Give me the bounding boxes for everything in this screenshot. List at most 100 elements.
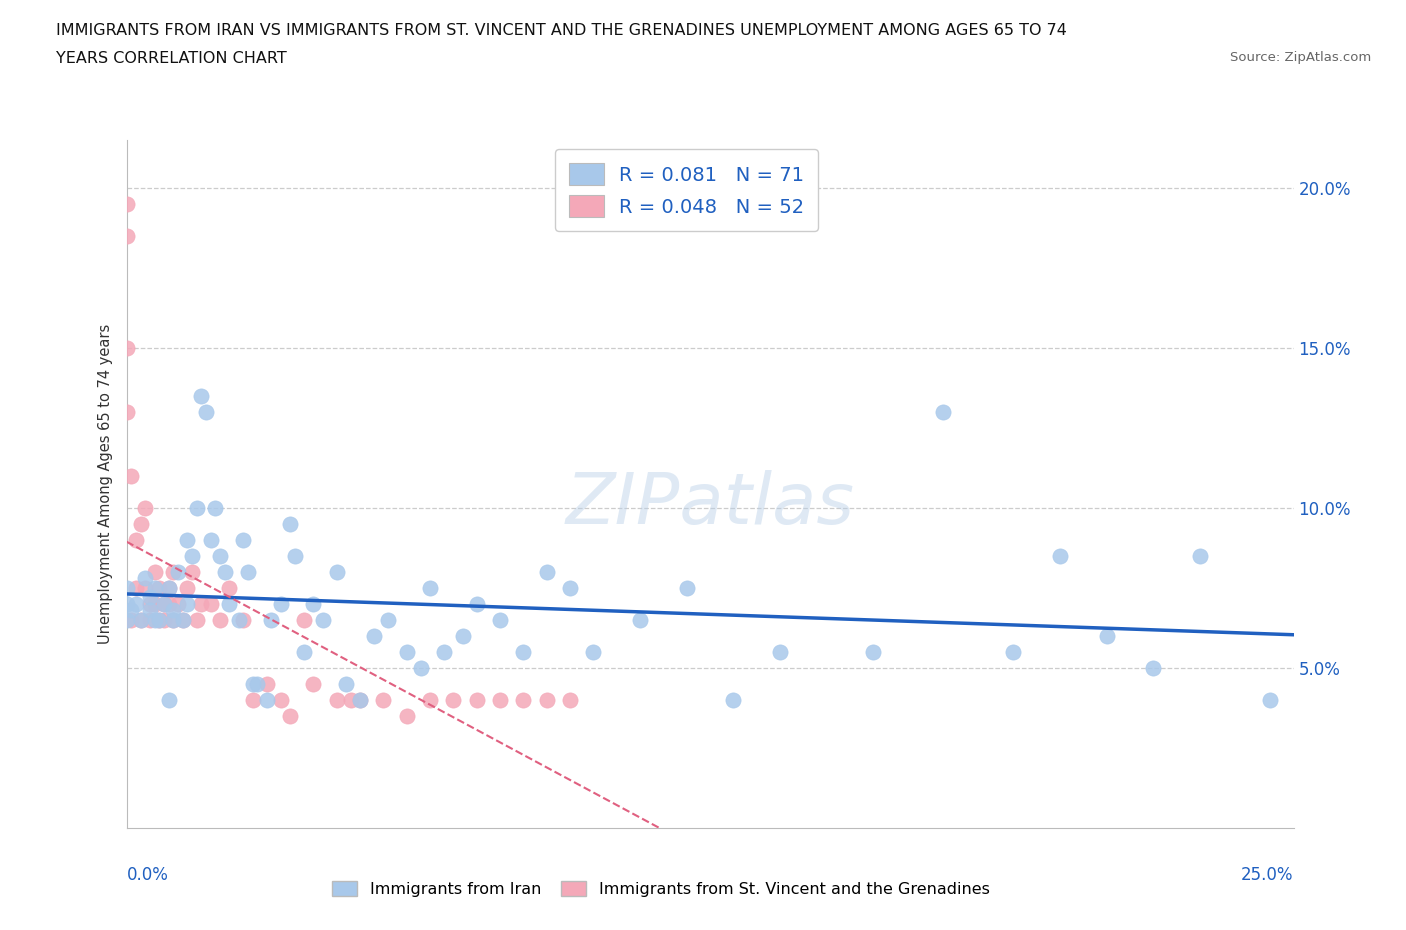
Point	[167, 565, 190, 579]
Legend: R = 0.081   N = 71, R = 0.048   N = 52: R = 0.081 N = 71, R = 0.048 N = 52	[555, 149, 818, 231]
Point	[143, 596, 166, 611]
Point	[339, 692, 361, 707]
Point	[129, 612, 152, 627]
Point	[125, 596, 148, 611]
Point	[218, 596, 240, 611]
Point	[157, 596, 180, 611]
Point	[558, 692, 581, 707]
Text: ZIPatlas: ZIPatlas	[565, 470, 855, 538]
Point	[190, 596, 212, 611]
Point	[157, 692, 180, 707]
Point	[395, 644, 418, 659]
Point	[242, 692, 264, 707]
Point	[441, 692, 464, 707]
Point	[451, 628, 474, 643]
Point	[270, 596, 292, 611]
Point	[260, 612, 283, 627]
Point	[335, 676, 357, 691]
Point	[536, 565, 558, 579]
Y-axis label: Unemployment Among Ages 65 to 74 years: Unemployment Among Ages 65 to 74 years	[98, 324, 114, 644]
Point	[208, 612, 231, 627]
Point	[176, 580, 198, 595]
Point	[148, 612, 170, 627]
Point	[349, 692, 371, 707]
Point	[325, 565, 347, 579]
Point	[723, 692, 745, 707]
Text: 25.0%: 25.0%	[1241, 866, 1294, 884]
Text: Source: ZipAtlas.com: Source: ZipAtlas.com	[1230, 51, 1371, 64]
Point	[186, 500, 208, 515]
Point	[558, 580, 581, 595]
Point	[120, 468, 142, 483]
Point	[139, 603, 162, 618]
Point	[139, 596, 162, 611]
Point	[172, 612, 194, 627]
Point	[134, 500, 156, 515]
Point	[232, 612, 254, 627]
Point	[186, 612, 208, 627]
Legend: Immigrants from Iran, Immigrants from St. Vincent and the Grenadines: Immigrants from Iran, Immigrants from St…	[325, 875, 997, 903]
Point	[115, 340, 138, 355]
Point	[377, 612, 399, 627]
Point	[489, 612, 512, 627]
Point	[256, 692, 278, 707]
Point	[512, 692, 534, 707]
Point	[200, 532, 222, 547]
Point	[180, 548, 202, 563]
Point	[214, 565, 236, 579]
Point	[1258, 692, 1281, 707]
Point	[162, 612, 184, 627]
Point	[236, 565, 259, 579]
Point	[115, 580, 138, 595]
Point	[148, 580, 170, 595]
Point	[115, 228, 138, 243]
Point	[536, 692, 558, 707]
Point	[582, 644, 605, 659]
Point	[1189, 548, 1212, 563]
Point	[153, 596, 176, 611]
Point	[143, 565, 166, 579]
Point	[162, 565, 184, 579]
Point	[200, 596, 222, 611]
Point	[465, 692, 488, 707]
Point	[190, 388, 212, 403]
Point	[134, 571, 156, 586]
Point	[311, 612, 333, 627]
Point	[292, 644, 315, 659]
Point	[246, 676, 269, 691]
Point	[675, 580, 697, 595]
Point	[218, 580, 240, 595]
Text: IMMIGRANTS FROM IRAN VS IMMIGRANTS FROM ST. VINCENT AND THE GRENADINES UNEMPLOYM: IMMIGRANTS FROM IRAN VS IMMIGRANTS FROM …	[56, 23, 1067, 38]
Point	[176, 596, 198, 611]
Point	[1142, 660, 1164, 675]
Point	[278, 709, 301, 724]
Point	[180, 565, 202, 579]
Point	[115, 596, 138, 611]
Point	[148, 612, 170, 627]
Point	[512, 644, 534, 659]
Point	[628, 612, 651, 627]
Point	[208, 548, 231, 563]
Point	[115, 405, 138, 419]
Point	[120, 612, 142, 627]
Point	[419, 580, 441, 595]
Point	[143, 612, 166, 627]
Point	[409, 660, 432, 675]
Point	[167, 596, 190, 611]
Point	[1002, 644, 1025, 659]
Point	[232, 532, 254, 547]
Point	[433, 644, 456, 659]
Point	[270, 692, 292, 707]
Point	[284, 548, 307, 563]
Point	[302, 596, 325, 611]
Point	[395, 709, 418, 724]
Point	[176, 532, 198, 547]
Point	[1049, 548, 1071, 563]
Point	[153, 596, 176, 611]
Point	[489, 692, 512, 707]
Point	[172, 612, 194, 627]
Point	[465, 596, 488, 611]
Point	[325, 692, 347, 707]
Point	[373, 692, 395, 707]
Point	[143, 580, 166, 595]
